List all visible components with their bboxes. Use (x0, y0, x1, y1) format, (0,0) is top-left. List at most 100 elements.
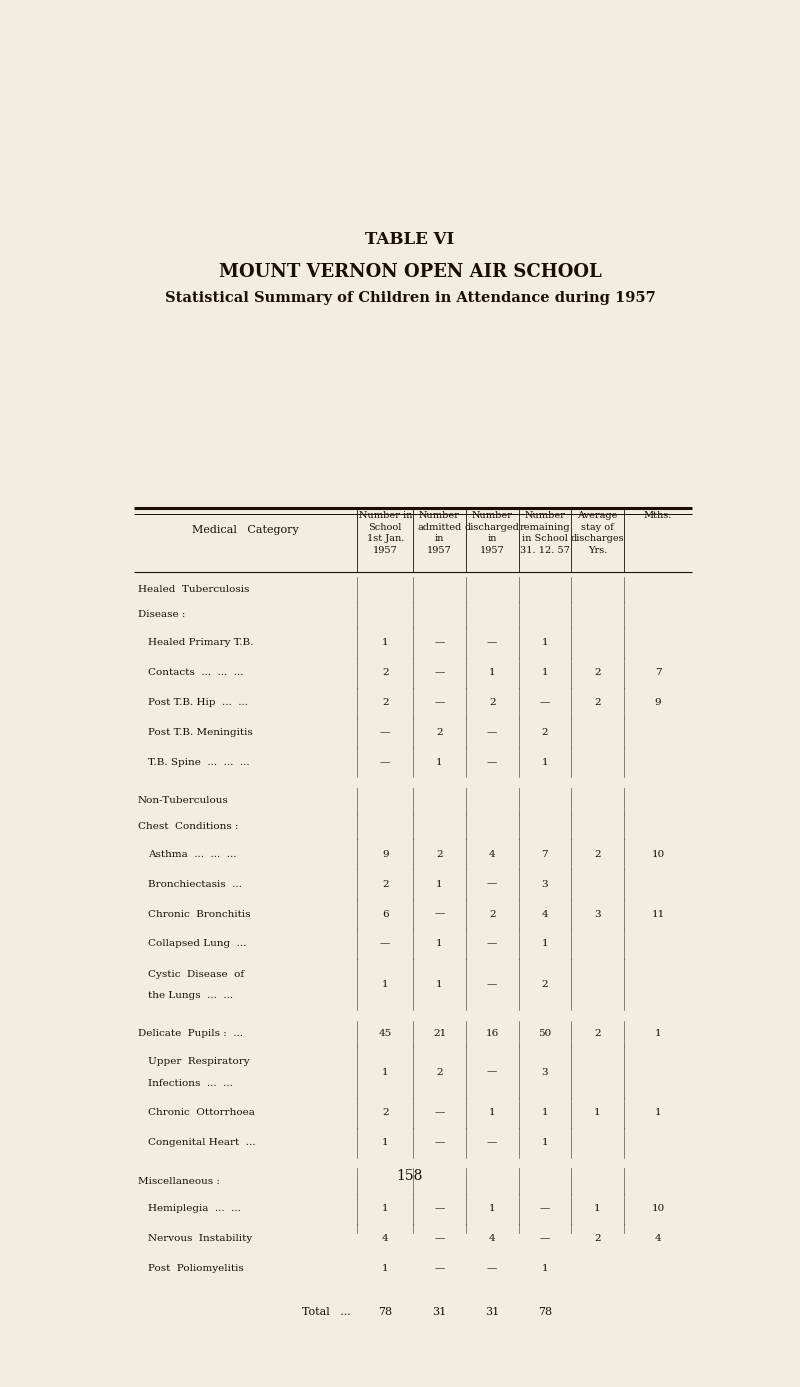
Text: 1: 1 (489, 1108, 495, 1117)
Text: —: — (434, 910, 445, 918)
Text: 1: 1 (542, 757, 548, 767)
Text: —: — (487, 757, 498, 767)
Text: 4: 4 (489, 850, 495, 859)
Text: Post T.B. Hip  ...  ...: Post T.B. Hip ... ... (148, 698, 248, 707)
Text: 1: 1 (382, 1068, 389, 1076)
Text: 1: 1 (382, 1204, 389, 1214)
Text: Number in
School
1st Jan.
1957: Number in School 1st Jan. 1957 (358, 512, 412, 555)
Text: —: — (434, 698, 445, 707)
Text: 4: 4 (489, 1234, 495, 1243)
Text: 1: 1 (489, 669, 495, 677)
Text: Healed Primary T.B.: Healed Primary T.B. (148, 638, 253, 648)
Text: 1: 1 (382, 1139, 389, 1147)
Text: 1: 1 (594, 1204, 601, 1214)
Text: Contacts  ...  ...  ...: Contacts ... ... ... (148, 669, 243, 677)
Text: 2: 2 (382, 669, 389, 677)
Text: Nervous  Instability: Nervous Instability (148, 1234, 252, 1243)
Text: —: — (487, 638, 498, 648)
Text: —: — (380, 939, 390, 949)
Text: Medical   Category: Medical Category (192, 524, 299, 534)
Text: 3: 3 (542, 879, 548, 889)
Text: 16: 16 (486, 1029, 498, 1037)
Text: 31: 31 (485, 1308, 499, 1318)
Text: 78: 78 (538, 1308, 552, 1318)
Text: —: — (434, 1234, 445, 1243)
Text: Statistical Summary of Children in Attendance during 1957: Statistical Summary of Children in Atten… (165, 291, 655, 305)
Text: 10: 10 (651, 850, 665, 859)
Text: 2: 2 (594, 850, 601, 859)
Text: —: — (487, 1068, 498, 1076)
Text: T.B. Spine  ...  ...  ...: T.B. Spine ... ... ... (148, 757, 250, 767)
Text: —: — (487, 879, 498, 889)
Text: 10: 10 (651, 1204, 665, 1214)
Text: 2: 2 (436, 1068, 442, 1076)
Text: Hemiplegia  ...  ...: Hemiplegia ... ... (148, 1204, 241, 1214)
Text: —: — (487, 1264, 498, 1273)
Text: 1: 1 (436, 757, 442, 767)
Text: 1: 1 (489, 1204, 495, 1214)
Text: Miscellaneous :: Miscellaneous : (138, 1176, 220, 1186)
Text: 1: 1 (436, 981, 442, 989)
Text: 9: 9 (654, 698, 662, 707)
Text: Infections  ...  ...: Infections ... ... (148, 1079, 233, 1087)
Text: 1: 1 (436, 879, 442, 889)
Text: Cystic  Disease  of: Cystic Disease of (148, 970, 244, 979)
Text: Non-Tuberculous: Non-Tuberculous (138, 796, 229, 806)
Text: —: — (434, 669, 445, 677)
Text: 1: 1 (382, 1264, 389, 1273)
Text: Average
stay of
discharges
Yrs.: Average stay of discharges Yrs. (570, 512, 624, 555)
Text: 1: 1 (542, 1264, 548, 1273)
Text: —: — (380, 728, 390, 736)
Text: —: — (434, 638, 445, 648)
Text: 2: 2 (436, 850, 442, 859)
Text: Upper  Respiratory: Upper Respiratory (148, 1057, 250, 1067)
Text: Post  Poliomyelitis: Post Poliomyelitis (148, 1264, 243, 1273)
Text: the Lungs  ...  ...: the Lungs ... ... (148, 992, 233, 1000)
Text: 1: 1 (594, 1108, 601, 1117)
Text: 11: 11 (651, 910, 665, 918)
Text: —: — (434, 1204, 445, 1214)
Text: 1: 1 (542, 638, 548, 648)
Text: Congenital Heart  ...: Congenital Heart ... (148, 1139, 255, 1147)
Text: —: — (487, 939, 498, 949)
Text: 2: 2 (542, 981, 548, 989)
Text: 4: 4 (654, 1234, 662, 1243)
Text: Post T.B. Meningitis: Post T.B. Meningitis (148, 728, 253, 736)
Text: Number
remaining
in School
31. 12. 57: Number remaining in School 31. 12. 57 (519, 512, 570, 555)
Text: Chronic  Ottorrhoea: Chronic Ottorrhoea (148, 1108, 254, 1117)
Text: Number
admitted
in
1957: Number admitted in 1957 (418, 512, 462, 555)
Text: 2: 2 (594, 1029, 601, 1037)
Text: 4: 4 (542, 910, 548, 918)
Text: TABLE VI: TABLE VI (366, 230, 454, 247)
Text: 45: 45 (378, 1029, 392, 1037)
Text: 4: 4 (382, 1234, 389, 1243)
Text: 2: 2 (594, 698, 601, 707)
Text: 6: 6 (382, 910, 389, 918)
Text: Chronic  Bronchitis: Chronic Bronchitis (148, 910, 250, 918)
Text: 1: 1 (382, 638, 389, 648)
Text: 1: 1 (382, 981, 389, 989)
Text: 1: 1 (542, 1108, 548, 1117)
Text: —: — (487, 728, 498, 736)
Text: 1: 1 (654, 1029, 662, 1037)
Text: 2: 2 (489, 910, 495, 918)
Text: 7: 7 (654, 669, 662, 677)
Text: Collapsed Lung  ...: Collapsed Lung ... (148, 939, 246, 949)
Text: 3: 3 (594, 910, 601, 918)
Text: 2: 2 (382, 698, 389, 707)
Text: Total   ...: Total ... (302, 1308, 351, 1318)
Text: —: — (487, 1139, 498, 1147)
Text: —: — (434, 1264, 445, 1273)
Text: —: — (434, 1139, 445, 1147)
Text: 2: 2 (542, 728, 548, 736)
Text: 1: 1 (542, 1139, 548, 1147)
Text: Chest  Conditions :: Chest Conditions : (138, 822, 238, 831)
Text: —: — (487, 981, 498, 989)
Text: 2: 2 (594, 1234, 601, 1243)
Text: 3: 3 (542, 1068, 548, 1076)
Text: 21: 21 (433, 1029, 446, 1037)
Text: Asthma  ...  ...  ...: Asthma ... ... ... (148, 850, 236, 859)
Text: 31: 31 (432, 1308, 446, 1318)
Text: 1: 1 (654, 1108, 662, 1117)
Text: —: — (380, 757, 390, 767)
